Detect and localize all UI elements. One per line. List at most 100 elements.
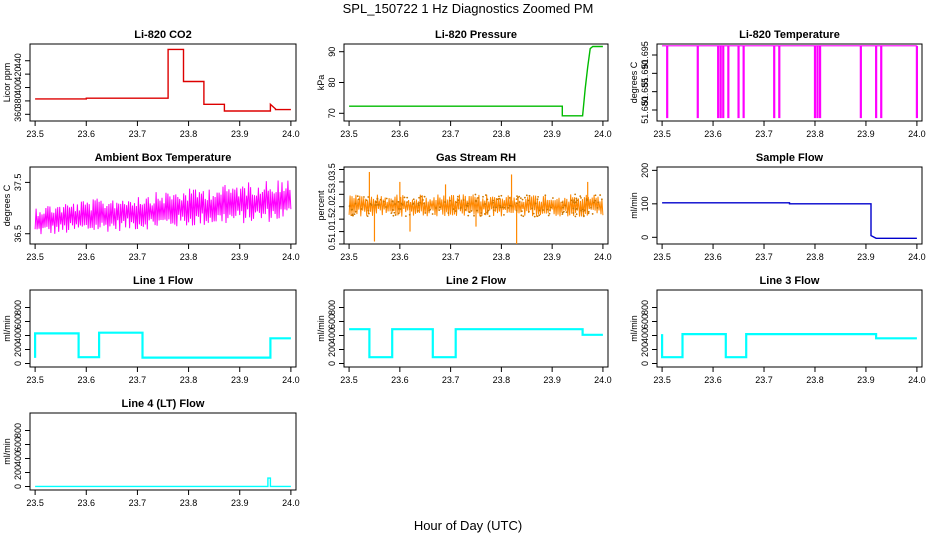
x-tick-label: 24.0 (282, 129, 300, 139)
data-point (459, 207, 462, 210)
data-point (363, 196, 365, 198)
data-point (520, 214, 523, 217)
data-point (424, 212, 427, 214)
data-point (468, 211, 471, 214)
y-tick-label: 3.5 (327, 163, 337, 176)
plot-frame (343, 289, 609, 368)
data-point (376, 204, 378, 206)
data-point (449, 199, 451, 202)
data-point (482, 195, 484, 198)
y-tick-label: 400 (13, 328, 23, 343)
data-point (397, 212, 400, 215)
data-point (397, 200, 400, 203)
y-tick-label: 200 (327, 342, 337, 357)
plot-frame (343, 166, 609, 245)
data-point (429, 208, 432, 211)
data-point (423, 195, 426, 198)
data-point (572, 201, 575, 203)
y-tick-label: 51.685 (640, 78, 650, 106)
data-point (391, 200, 394, 203)
y-tick-label: 0 (327, 361, 337, 366)
data-point (474, 193, 477, 196)
data-point (465, 204, 468, 207)
x-tick-label: 23.7 (755, 129, 773, 139)
data-point (574, 193, 577, 196)
figure-x-axis-label: Hour of Day (UTC) (413, 518, 523, 533)
y-tick-label: 400 (13, 80, 23, 95)
x-tick-label: 23.7 (129, 375, 147, 385)
y-tick-label: 3.0 (327, 176, 337, 189)
x-tick-label: 23.7 (129, 498, 147, 508)
x-tick-label: 23.9 (231, 129, 249, 139)
x-tick-label: 24.0 (594, 375, 612, 385)
y-tick-label: 51.690 (640, 60, 650, 88)
chart-panel-6: Sample Flow ml/min 23.5 23.6 23.7 23.8 23.9 24.… (629, 152, 926, 262)
data-point (403, 196, 406, 199)
data-point (580, 209, 583, 212)
data-point (485, 194, 487, 196)
data-point (582, 214, 585, 217)
data-point (352, 214, 354, 217)
x-tick-label: 23.5 (653, 252, 671, 262)
data-point (488, 215, 491, 217)
data-point (377, 203, 380, 206)
data-point (452, 208, 455, 210)
data-point (576, 199, 579, 202)
data-point (575, 213, 578, 216)
y-tick-label: 90 (327, 47, 337, 57)
data-point (546, 208, 549, 211)
x-tick-label: 23.8 (493, 129, 511, 139)
x-tick-label: 23.5 (653, 129, 671, 139)
y-tick-label: 200 (640, 342, 650, 357)
data-point (486, 198, 489, 201)
x-tick-label: 23.7 (129, 252, 147, 262)
y-axis-label: percent (316, 190, 326, 221)
data-point (366, 215, 369, 218)
data-point (375, 201, 378, 204)
chart-panel-5: Gas Stream RH percent 23.5 23.6 23.7 23.8 23.9… (316, 152, 612, 262)
data-point (572, 207, 575, 210)
y-axis-label: ml/min (2, 438, 12, 465)
y-tick-label: 0.5 (327, 238, 337, 251)
series-line (34, 180, 292, 235)
data-point (480, 212, 483, 214)
plot-frame (29, 289, 297, 368)
x-tick-label: 23.9 (231, 252, 249, 262)
y-tick-label: 400 (13, 451, 23, 466)
data-point (581, 208, 584, 211)
x-tick-label: 23.5 (340, 129, 358, 139)
data-point (518, 201, 521, 203)
data-point (498, 197, 501, 200)
plot-frame (343, 43, 609, 122)
data-point (382, 200, 385, 203)
data-point (507, 206, 509, 209)
y-axis-label: Licor ppm (2, 63, 12, 103)
panel-title: Line 4 (LT) Flow (122, 398, 205, 410)
series-line (35, 48, 291, 112)
y-tick-label: 800 (640, 300, 650, 315)
data-point (531, 207, 534, 210)
data-point (492, 206, 495, 209)
y-axis-label: ml/min (316, 315, 326, 342)
y-tick-label: 70 (327, 108, 337, 118)
data-point (454, 210, 457, 212)
data-point (394, 203, 396, 205)
data-point (575, 197, 578, 200)
x-tick-label: 23.9 (857, 375, 875, 385)
data-point (538, 214, 541, 217)
data-point (594, 194, 597, 197)
data-point (503, 206, 506, 209)
x-tick-label: 24.0 (908, 129, 926, 139)
x-tick-label: 23.6 (78, 498, 96, 508)
series-line (349, 328, 603, 359)
x-tick-label: 23.9 (231, 498, 249, 508)
y-tick-label: 0 (13, 361, 23, 366)
data-point (486, 211, 489, 214)
data-point (357, 198, 360, 201)
panel-title: Gas Stream RH (436, 152, 516, 164)
y-tick-label: 600 (640, 314, 650, 329)
y-tick-label: 100 (640, 196, 650, 211)
data-point (470, 210, 473, 212)
data-point (435, 207, 437, 209)
x-tick-label: 23.5 (26, 129, 44, 139)
